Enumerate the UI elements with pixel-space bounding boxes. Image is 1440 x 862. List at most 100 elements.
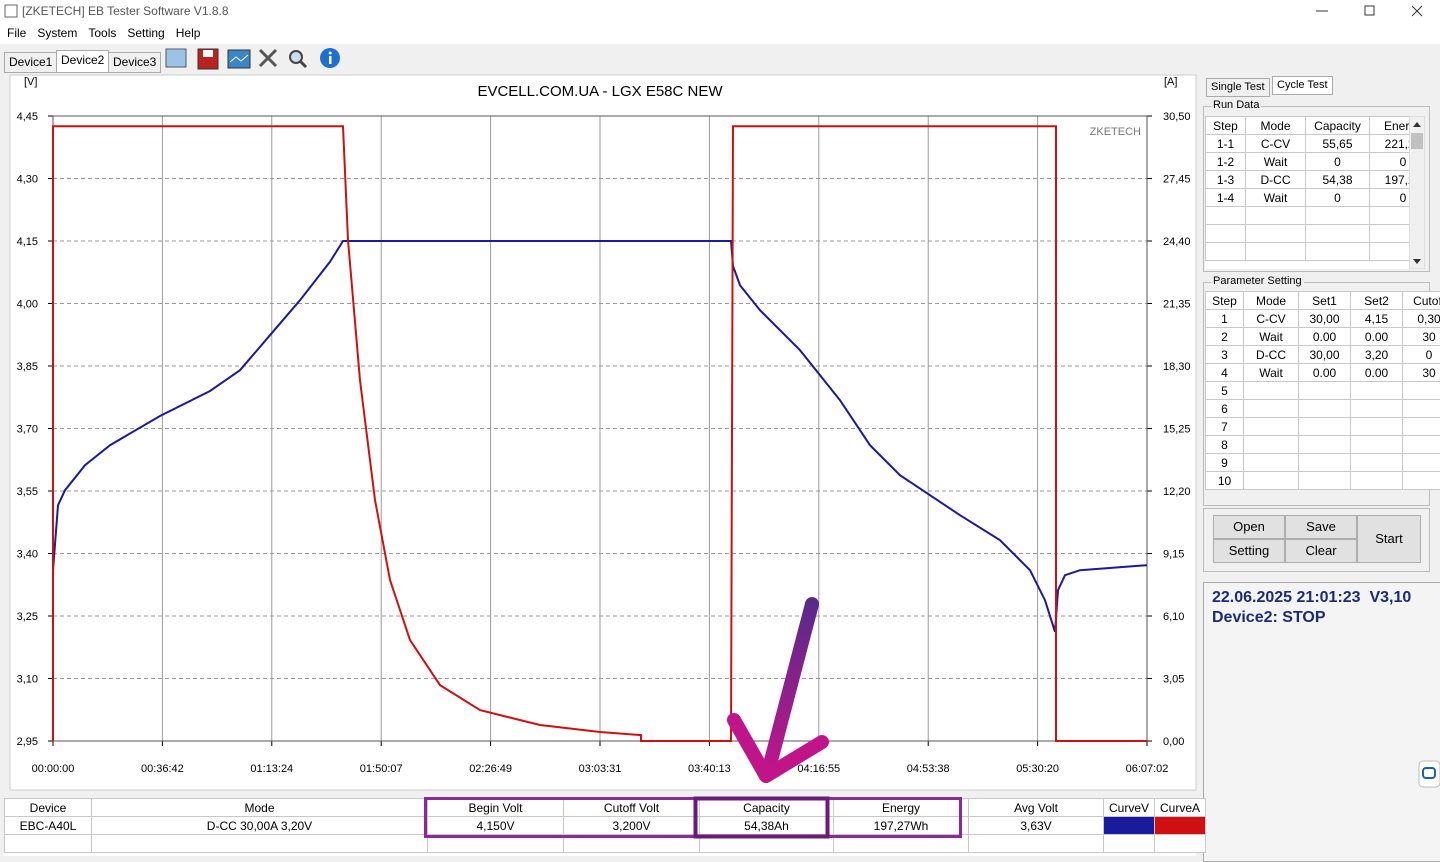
table-cell <box>1351 472 1403 490</box>
y-tick-label: 4,00 <box>17 299 38 311</box>
table-cell: 0 <box>1370 189 1411 207</box>
table-cell <box>1299 436 1351 454</box>
table-cell: 0.00 <box>1351 364 1403 382</box>
table-cell: 2 <box>1206 328 1244 346</box>
device-tab[interactable]: Device2 <box>56 50 109 73</box>
table-cell <box>1299 418 1351 436</box>
header-cell: Mode <box>1246 117 1306 135</box>
table-cell <box>1299 382 1351 400</box>
table-row: 10 <box>1206 472 1440 490</box>
header-cell: Set2 <box>1351 292 1403 310</box>
table-cell <box>1370 243 1411 261</box>
chart-background <box>10 75 1196 790</box>
window-controls[interactable] <box>1300 0 1440 22</box>
table-cell: Wait <box>1244 364 1299 382</box>
table-cell: 3,200V <box>564 817 700 835</box>
table-cell: 55,65 <box>1306 135 1370 153</box>
group-title: Run Data <box>1211 99 1261 111</box>
curve-v-swatch <box>1104 817 1155 835</box>
header-cell: Energy <box>1370 117 1411 135</box>
header-cell: Begin Volt <box>428 799 564 817</box>
table-cell <box>1244 436 1299 454</box>
table-cell: 10 <box>1206 472 1244 490</box>
start-button[interactable]: Start <box>1357 515 1421 563</box>
open-button[interactable]: Open <box>1213 515 1285 539</box>
side-icon[interactable] <box>1418 760 1440 788</box>
table-cell <box>1246 207 1306 225</box>
table-cell <box>1403 400 1440 418</box>
clear-button[interactable]: Clear <box>1285 539 1357 563</box>
y2-tick-label: 30,50 <box>1163 111 1191 123</box>
table-cell: Wait <box>1246 189 1306 207</box>
table-cell: 1-2 <box>1206 153 1246 171</box>
test-tab[interactable]: Cycle Test <box>1272 76 1333 95</box>
table-cell <box>1155 835 1206 853</box>
table-cell: 30,00 <box>1299 310 1351 328</box>
header-cell: Capacity <box>1306 117 1370 135</box>
table-cell <box>1351 454 1403 472</box>
y-tick-label: 3,55 <box>17 486 38 498</box>
device-tab[interactable]: Device3 <box>108 52 161 73</box>
table-cell <box>1306 225 1370 243</box>
table-cell: C-CV <box>1246 135 1306 153</box>
status-time: 22.06.2025 21:01:23 V3,10 <box>1212 589 1411 607</box>
table-cell <box>1351 382 1403 400</box>
chart-title: EVCELL.COM.UA - LGX E58C NEW <box>477 83 723 100</box>
table-cell: 3 <box>1206 346 1244 364</box>
table-cell <box>1244 418 1299 436</box>
table-cell: 1-3 <box>1206 171 1246 189</box>
header-row: StepModeCapacityEnergy <box>1206 117 1411 135</box>
table-cell <box>428 835 564 853</box>
y2-tick-label: 27,45 <box>1163 174 1191 186</box>
x-tick-label: 05:30:20 <box>1016 763 1059 775</box>
y2-tick-label: 12,20 <box>1163 486 1191 498</box>
table-cell <box>5 835 92 853</box>
table-cell: 54,38 <box>1306 171 1370 189</box>
y2-tick-label: 9,15 <box>1163 549 1184 561</box>
x-tick-label: 04:16:55 <box>797 763 840 775</box>
y-axis-label: [V] <box>24 76 37 88</box>
table-cell: 0 <box>1403 346 1440 364</box>
x-tick-label: 04:53:38 <box>907 763 950 775</box>
device-tab[interactable]: Device1 <box>4 52 57 73</box>
table-cell <box>1299 454 1351 472</box>
save-button[interactable]: Save <box>1285 515 1357 539</box>
table-cell: 0 <box>1306 153 1370 171</box>
table-row <box>1206 207 1411 225</box>
header-cell: Step <box>1206 292 1244 310</box>
setting-button[interactable]: Setting <box>1213 539 1285 563</box>
table-cell <box>969 835 1104 853</box>
header-cell: Avg Volt <box>969 799 1104 817</box>
table-cell: 197,27 <box>1370 171 1411 189</box>
header-cell: Set1 <box>1299 292 1351 310</box>
table-cell <box>1351 436 1403 454</box>
table-cell <box>700 835 834 853</box>
scrollbar[interactable] <box>1409 116 1425 269</box>
header-cell: Mode <box>1244 292 1299 310</box>
table-cell: 5 <box>1206 382 1244 400</box>
data-table: StepModeCapacityEnergy1-1C-CV55,65221,26… <box>1205 116 1410 261</box>
table-cell <box>1299 472 1351 490</box>
header-cell: Capacity <box>700 799 834 817</box>
test-tab[interactable]: Single Test <box>1206 78 1270 97</box>
y2-axis-label: [A] <box>1164 76 1177 88</box>
y-tick-label: 4,45 <box>17 111 38 123</box>
table-cell <box>1246 225 1306 243</box>
table-row <box>1206 225 1411 243</box>
header-cell: Energy <box>834 799 969 817</box>
y-tick-label: 3,70 <box>17 424 38 436</box>
y2-tick-label: 18,30 <box>1163 361 1191 373</box>
table-cell <box>1370 225 1411 243</box>
y-tick-label: 3,40 <box>17 549 38 561</box>
header-cell: Cutoff Volt <box>564 799 700 817</box>
table-cell <box>1403 436 1440 454</box>
x-tick-label: 01:13:24 <box>250 763 293 775</box>
